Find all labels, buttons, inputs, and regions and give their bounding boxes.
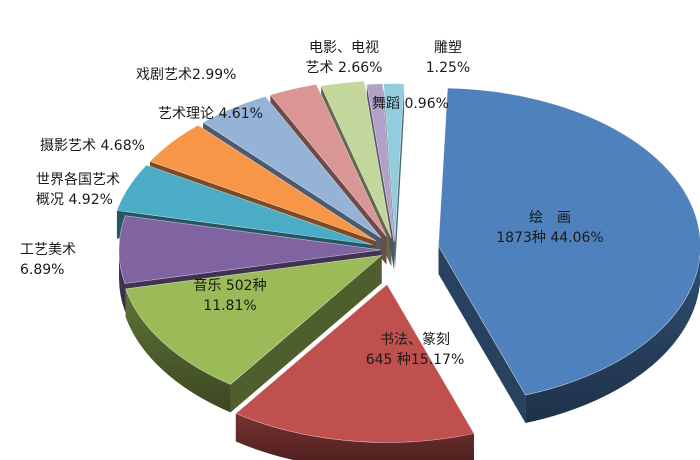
- label-shufa-value: 645 种15.17%: [365, 352, 465, 368]
- slice-top-3: [118, 215, 382, 284]
- label-xiju: 戏剧艺术2.99%: [136, 67, 237, 83]
- slice-rim-1: [235, 413, 474, 460]
- slice-top-4: [116, 164, 373, 246]
- label-dianying: 电影、电视 艺术 2.66%: [284, 38, 404, 78]
- label-huihua-name: 绘 画: [529, 210, 571, 226]
- label-dianying-line2: 艺术 2.66%: [305, 60, 383, 76]
- label-shijie: 世界各国艺术 概况 4.92%: [36, 170, 120, 210]
- label-yinyue: 音乐 502种 11.81%: [170, 276, 290, 316]
- label-shufa: 书法、篆刻 645 种15.17%: [340, 330, 490, 370]
- label-huihua-value: 1873种 44.06%: [496, 230, 604, 246]
- slice-side-a-2: [230, 255, 382, 413]
- slice-rim-3: [119, 249, 125, 312]
- label-lilun: 艺术理论 4.61%: [158, 106, 263, 122]
- slice-top-1: [235, 284, 475, 443]
- slice-top-6: [202, 96, 382, 239]
- label-sheying: 摄影艺术 4.68%: [40, 138, 145, 154]
- label-gongyi-value: 6.89%: [20, 262, 65, 278]
- slice-top-2: [125, 254, 383, 385]
- slice-top-9: [366, 83, 395, 242]
- label-yinyue-value: 11.81%: [203, 298, 257, 314]
- slice-side-b-10: [394, 83, 405, 270]
- label-diaosu-line1: 雕塑: [434, 40, 462, 56]
- slice-side-b-0: [438, 246, 526, 424]
- slice-top-8: [320, 80, 392, 239]
- label-huihua: 绘 画 1873种 44.06%: [485, 208, 615, 248]
- label-diaosu: 雕塑 1.25%: [408, 38, 488, 78]
- label-shijie-line2: 概况 4.92%: [36, 192, 113, 208]
- slice-top-10: [383, 83, 405, 242]
- label-yinyue-name: 音乐 502种: [193, 278, 267, 294]
- label-diaosu-line2: 1.25%: [425, 60, 471, 76]
- slice-top-7: [269, 83, 387, 237]
- label-shufa-name: 书法、篆刻: [380, 332, 450, 348]
- label-dianying-line1: 电影、电视: [309, 40, 379, 56]
- label-shijie-line1: 世界各国艺术: [36, 172, 120, 188]
- label-gongyi: 工艺美术 6.89%: [20, 240, 76, 280]
- slice-top-0: [438, 87, 700, 396]
- slice-top-5: [149, 124, 377, 242]
- label-gongyi-name: 工艺美术: [20, 242, 76, 258]
- label-wudao: 舞蹈 0.96%: [372, 96, 449, 112]
- slice-rim-0: [525, 255, 700, 424]
- slice-rim-2: [125, 288, 231, 413]
